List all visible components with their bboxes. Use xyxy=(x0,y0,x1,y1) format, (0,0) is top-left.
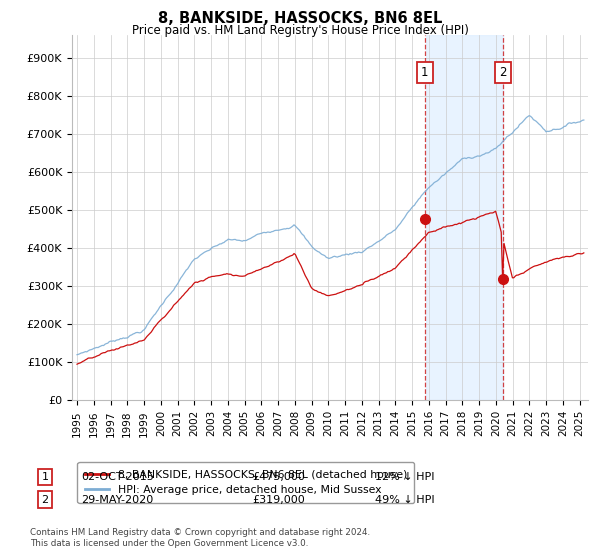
Text: 02-OCT-2015: 02-OCT-2015 xyxy=(81,472,154,482)
Text: 2: 2 xyxy=(41,494,49,505)
Legend: 8, BANKSIDE, HASSOCKS, BN6 8EL (detached house), HPI: Average price, detached ho: 8, BANKSIDE, HASSOCKS, BN6 8EL (detached… xyxy=(77,462,415,503)
Text: Contains HM Land Registry data © Crown copyright and database right 2024.
This d: Contains HM Land Registry data © Crown c… xyxy=(30,528,370,548)
Text: 29-MAY-2020: 29-MAY-2020 xyxy=(81,494,153,505)
Text: 49% ↓ HPI: 49% ↓ HPI xyxy=(375,494,434,505)
Text: 2: 2 xyxy=(499,66,506,80)
Text: £319,000: £319,000 xyxy=(252,494,305,505)
Text: 8, BANKSIDE, HASSOCKS, BN6 8EL: 8, BANKSIDE, HASSOCKS, BN6 8EL xyxy=(158,11,442,26)
Text: 1: 1 xyxy=(421,66,428,80)
Text: 12% ↓ HPI: 12% ↓ HPI xyxy=(375,472,434,482)
Text: 1: 1 xyxy=(41,472,49,482)
Text: Price paid vs. HM Land Registry's House Price Index (HPI): Price paid vs. HM Land Registry's House … xyxy=(131,24,469,36)
Text: £475,000: £475,000 xyxy=(252,472,305,482)
